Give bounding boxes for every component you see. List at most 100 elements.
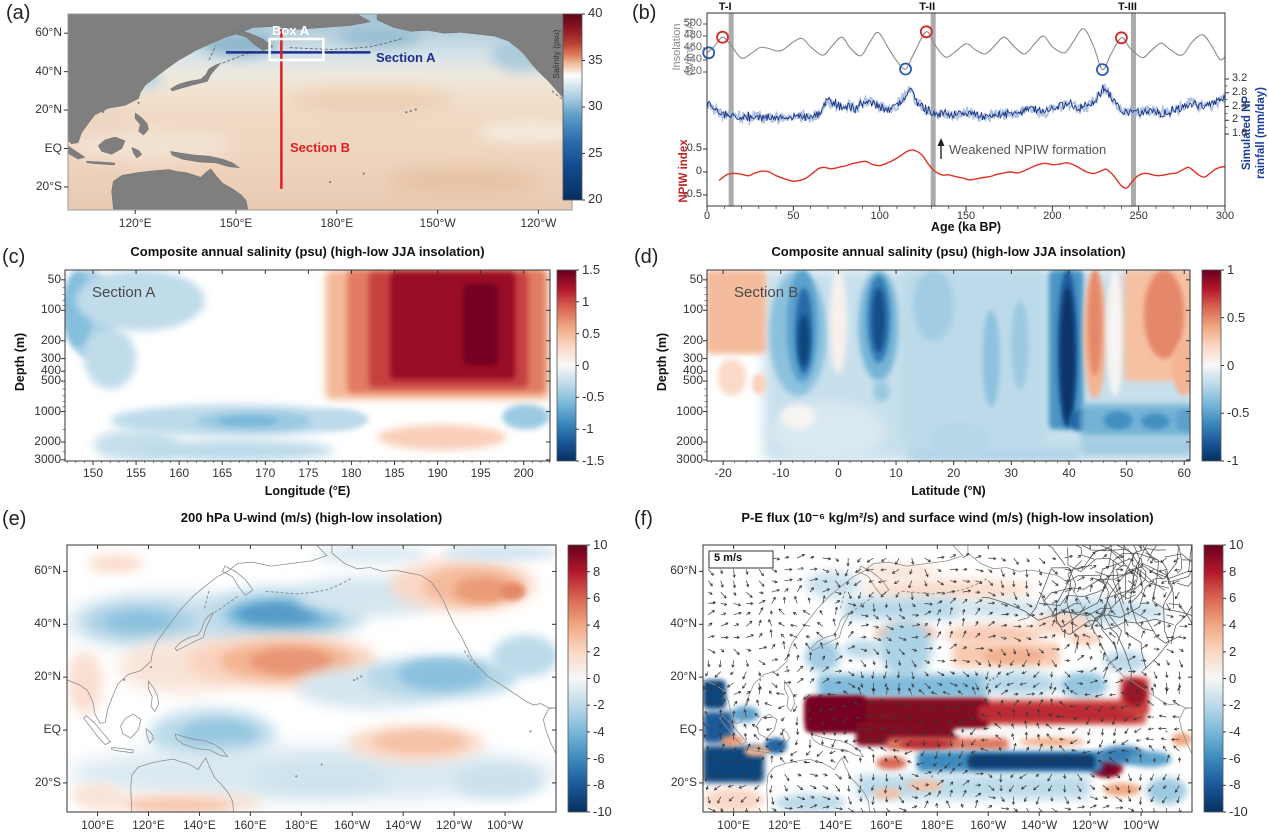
wind-arrow <box>708 634 715 638</box>
wind-arrow <box>758 599 766 604</box>
wind-arrow <box>757 746 761 752</box>
wind-arrow <box>962 589 972 593</box>
wind-arrow <box>911 660 917 668</box>
wind-arrow <box>1077 669 1084 674</box>
wind-arrow <box>937 568 942 572</box>
coastline <box>111 168 249 210</box>
contour-feature <box>944 600 1045 617</box>
wind-arrow <box>847 796 852 805</box>
wind-arrow <box>924 659 930 664</box>
wind-arrow <box>1138 754 1143 763</box>
wind-arrow <box>899 625 904 629</box>
wind-arrow <box>771 658 778 662</box>
wind-streak <box>1107 545 1112 569</box>
wind-arrow <box>1056 714 1065 718</box>
contour-feature <box>1143 270 1185 359</box>
insolation-curve <box>706 28 1226 71</box>
contour-feature <box>873 788 902 799</box>
wind-arrow <box>937 779 944 786</box>
wind-arrow <box>865 568 874 572</box>
wind-arrow <box>967 760 976 764</box>
wind-arrow <box>841 716 849 723</box>
wind-arrow <box>809 773 819 777</box>
contour-feature <box>952 728 1106 736</box>
island-chain <box>551 90 571 104</box>
wind-arrow <box>1063 785 1067 793</box>
wind-arrow <box>987 660 992 668</box>
wind-arrow <box>1013 613 1019 617</box>
wind-arrow <box>924 800 929 809</box>
wind-arrow <box>1127 796 1132 802</box>
wind-arrow <box>895 557 900 565</box>
island-chain <box>265 577 353 595</box>
wind-streak <box>1130 565 1155 632</box>
wind-arrow <box>1089 655 1093 661</box>
wind-arrow <box>1089 584 1093 593</box>
wind-arrow <box>1166 660 1170 666</box>
wind-arrow <box>1064 682 1070 690</box>
annotation-arrowhead <box>937 138 945 146</box>
wind-arrow <box>769 773 774 779</box>
wind-arrow <box>881 557 887 562</box>
wind-arrow <box>920 716 925 724</box>
coastline <box>145 727 155 745</box>
island-dot <box>638 148 640 150</box>
wind-arrow <box>1008 785 1014 793</box>
wind-arrow <box>898 796 905 804</box>
wind-arrow <box>1077 654 1085 661</box>
wind-arrow <box>844 569 849 577</box>
wind-arrow <box>949 630 953 638</box>
wind-arrow <box>1064 643 1070 650</box>
wind-arrow <box>790 750 798 756</box>
wind-arrow <box>949 597 957 604</box>
wind-arrow <box>1108 750 1116 754</box>
wind-arrow <box>745 580 750 588</box>
wind-arrow <box>980 747 989 752</box>
wind-arrow <box>937 682 943 686</box>
wind-arrow <box>999 785 1003 792</box>
wind-arrow <box>997 671 1002 675</box>
wind-arrow <box>1165 682 1169 692</box>
wind-arrow <box>784 773 790 782</box>
wind-streak <box>1082 612 1174 630</box>
wind-arrow <box>1172 699 1180 706</box>
wind-arrow <box>911 557 915 565</box>
wind-arrow <box>860 603 864 608</box>
wind-vectors <box>703 551 1188 812</box>
wind-arrow <box>1140 609 1146 616</box>
wind-arrow <box>743 732 748 740</box>
wind-arrow <box>715 773 721 778</box>
wind-arrow <box>720 691 727 695</box>
wind-arrow <box>745 698 750 706</box>
wind-arrow <box>797 554 805 559</box>
contour-feature <box>871 287 886 353</box>
wind-arrow <box>746 601 754 606</box>
wind-arrow <box>1089 577 1094 581</box>
wind-arrow <box>949 568 959 572</box>
wind-arrow <box>975 599 983 604</box>
wind-arrow <box>947 751 952 757</box>
wind-arrow <box>865 714 874 718</box>
wind-arrow <box>771 596 776 604</box>
wind-arrow <box>1153 647 1160 651</box>
wind-arrow <box>871 773 875 781</box>
wind-arrow <box>975 568 984 573</box>
wind-arrow <box>918 689 925 695</box>
wind-arrow <box>985 671 989 680</box>
wind-arrow <box>778 705 785 709</box>
wind-arrow <box>835 642 839 650</box>
panel-e-map <box>63 544 590 816</box>
wind-arrow <box>840 749 849 753</box>
wind-arrow <box>835 669 842 673</box>
wind-arrow <box>819 642 824 649</box>
coastline <box>1178 707 1192 755</box>
wind-arrow <box>1075 597 1079 604</box>
wind-arrow <box>719 709 723 718</box>
wind-streak <box>1046 545 1066 566</box>
wind-arrow <box>784 785 788 792</box>
wind-arrow <box>1039 692 1044 696</box>
wind-arrow <box>1162 773 1167 781</box>
panel-c-section <box>61 269 579 465</box>
wind-arrow <box>960 739 965 748</box>
wind-arrow <box>854 747 862 752</box>
